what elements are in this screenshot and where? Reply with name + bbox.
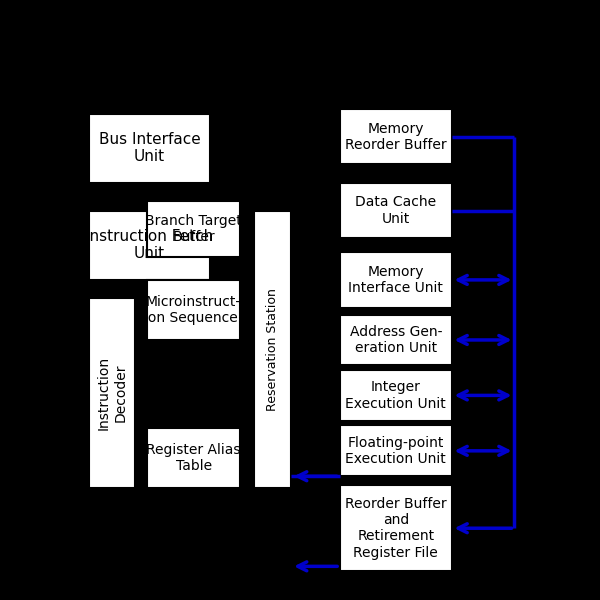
FancyBboxPatch shape	[147, 280, 240, 340]
FancyBboxPatch shape	[254, 211, 291, 488]
Text: Memory
Reorder Buffer: Memory Reorder Buffer	[345, 122, 446, 152]
FancyBboxPatch shape	[147, 428, 240, 488]
FancyBboxPatch shape	[340, 485, 452, 571]
FancyBboxPatch shape	[340, 252, 452, 308]
Text: Memory
Interface Unit: Memory Interface Unit	[349, 265, 443, 295]
Text: Instruction
Decoder: Instruction Decoder	[97, 356, 127, 430]
Text: Data Cache
Unit: Data Cache Unit	[355, 196, 436, 226]
FancyBboxPatch shape	[89, 298, 136, 488]
FancyBboxPatch shape	[89, 113, 210, 183]
Text: Floating-point
Execution Unit: Floating-point Execution Unit	[346, 436, 446, 466]
Text: Reorder Buffer
and
Retirement
Register File: Reorder Buffer and Retirement Register F…	[345, 497, 446, 560]
Text: Integer
Execution Unit: Integer Execution Unit	[346, 380, 446, 410]
Text: Register Alias
Table: Register Alias Table	[146, 443, 241, 473]
FancyBboxPatch shape	[340, 183, 452, 238]
FancyBboxPatch shape	[340, 370, 452, 421]
FancyBboxPatch shape	[147, 202, 240, 257]
FancyBboxPatch shape	[340, 314, 452, 365]
Text: Address Gen-
eration Unit: Address Gen- eration Unit	[350, 325, 442, 355]
Text: Microinstruct-
ion Sequencer: Microinstruct- ion Sequencer	[144, 295, 244, 325]
FancyBboxPatch shape	[340, 425, 452, 476]
FancyBboxPatch shape	[340, 109, 452, 164]
Text: Branch Target
Buffer: Branch Target Buffer	[145, 214, 242, 244]
Text: Instruction Fetch
Unit: Instruction Fetch Unit	[85, 229, 214, 262]
FancyBboxPatch shape	[89, 211, 210, 280]
Text: Bus Interface
Unit: Bus Interface Unit	[98, 132, 200, 164]
Text: Reservation Station: Reservation Station	[266, 288, 279, 410]
